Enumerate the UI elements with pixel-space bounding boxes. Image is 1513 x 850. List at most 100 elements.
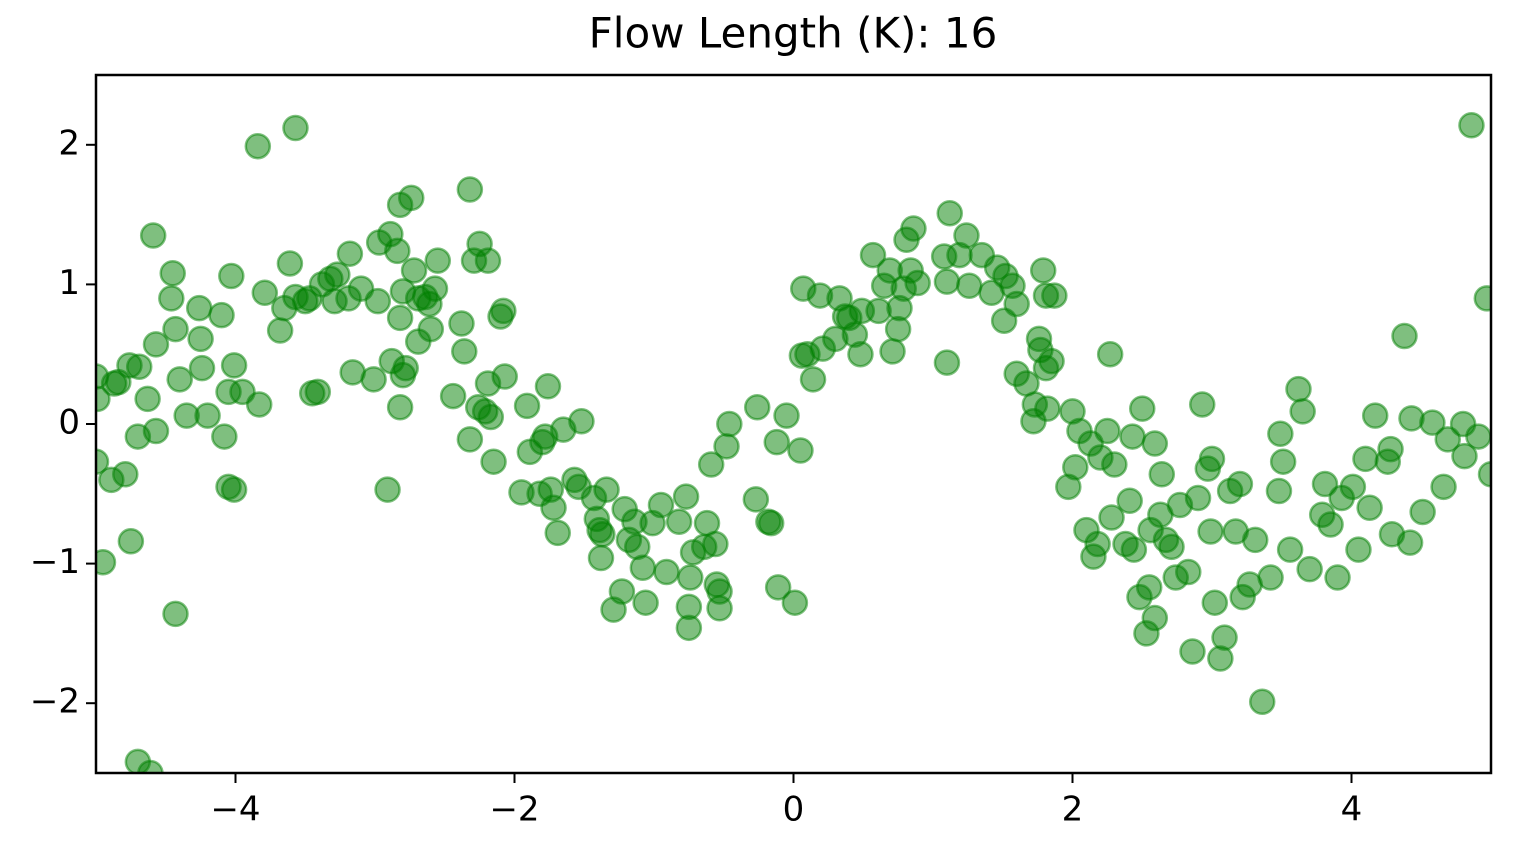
point: [672, 483, 700, 510]
point: [421, 275, 449, 302]
point: [1003, 290, 1030, 318]
point: [587, 544, 615, 572]
point: [953, 222, 980, 249]
point: [360, 366, 387, 393]
point: [1179, 638, 1206, 665]
point: [568, 407, 595, 435]
point: [706, 578, 733, 605]
point: [491, 363, 518, 390]
point: [1339, 473, 1367, 501]
point: [647, 491, 675, 519]
point: [474, 247, 502, 274]
point: [1409, 498, 1436, 526]
point: [1377, 435, 1404, 463]
point: [324, 261, 351, 288]
point: [847, 340, 874, 368]
point: [1257, 564, 1284, 591]
point: [1296, 555, 1323, 583]
point: [1477, 461, 1491, 488]
point: [1062, 454, 1089, 481]
point: [384, 237, 411, 265]
point: [593, 476, 620, 503]
point: [1211, 624, 1238, 651]
y-tick-label: −1: [30, 542, 80, 582]
point: [1451, 442, 1478, 470]
point: [1141, 430, 1169, 457]
point: [1094, 417, 1121, 445]
point: [386, 304, 414, 332]
point: [490, 297, 517, 325]
point: [374, 476, 401, 503]
point: [1148, 461, 1176, 488]
point: [1465, 423, 1491, 450]
point: [879, 338, 906, 365]
point: [1141, 604, 1169, 632]
point: [1317, 511, 1344, 538]
plot-frame: [94, 73, 1493, 775]
point: [1458, 112, 1485, 139]
point: [1352, 445, 1379, 473]
point: [439, 382, 467, 410]
point: [1241, 526, 1269, 554]
point: [1038, 347, 1065, 375]
point: [1135, 574, 1163, 601]
point: [936, 199, 963, 227]
point: [1188, 391, 1216, 418]
point: [1198, 445, 1226, 473]
point: [544, 519, 571, 547]
point: [608, 578, 636, 605]
point: [282, 114, 309, 142]
point: [245, 391, 273, 418]
point: [194, 402, 221, 429]
point: [251, 279, 279, 307]
point: [208, 301, 235, 329]
point: [763, 428, 791, 456]
point: [675, 614, 703, 642]
point: [1116, 487, 1143, 515]
point: [1098, 504, 1125, 531]
point: [1356, 494, 1383, 522]
point: [424, 247, 452, 274]
point: [451, 338, 478, 365]
point: [159, 259, 186, 287]
point: [166, 366, 193, 393]
point: [134, 385, 161, 413]
point: [632, 589, 659, 616]
point: [1285, 375, 1312, 403]
point: [220, 352, 248, 379]
point: [1197, 518, 1224, 545]
point: [477, 403, 505, 431]
point: [513, 392, 541, 420]
point: [1265, 477, 1293, 505]
point: [187, 325, 214, 353]
point: [480, 448, 507, 475]
point: [400, 257, 428, 284]
point: [1289, 398, 1316, 425]
point: [392, 354, 419, 382]
x-tick-label: 0: [783, 790, 805, 830]
point: [773, 402, 800, 429]
point: [781, 589, 809, 616]
x-tick-label: −2: [489, 790, 539, 830]
point: [702, 530, 729, 558]
point: [933, 268, 961, 295]
x-tick-label: 2: [1062, 790, 1084, 830]
point: [304, 378, 332, 406]
point: [1473, 285, 1491, 312]
point: [386, 393, 414, 421]
point: [1419, 409, 1446, 436]
point: [787, 437, 814, 464]
point: [1158, 533, 1185, 561]
point: [1120, 536, 1148, 563]
point: [742, 486, 770, 513]
point: [117, 528, 145, 555]
point: [1101, 451, 1128, 478]
y-tick-label: 0: [58, 403, 80, 443]
point: [162, 315, 189, 343]
point: [1034, 395, 1061, 422]
points: [96, 112, 1491, 773]
point: [218, 262, 245, 290]
point: [158, 285, 185, 312]
